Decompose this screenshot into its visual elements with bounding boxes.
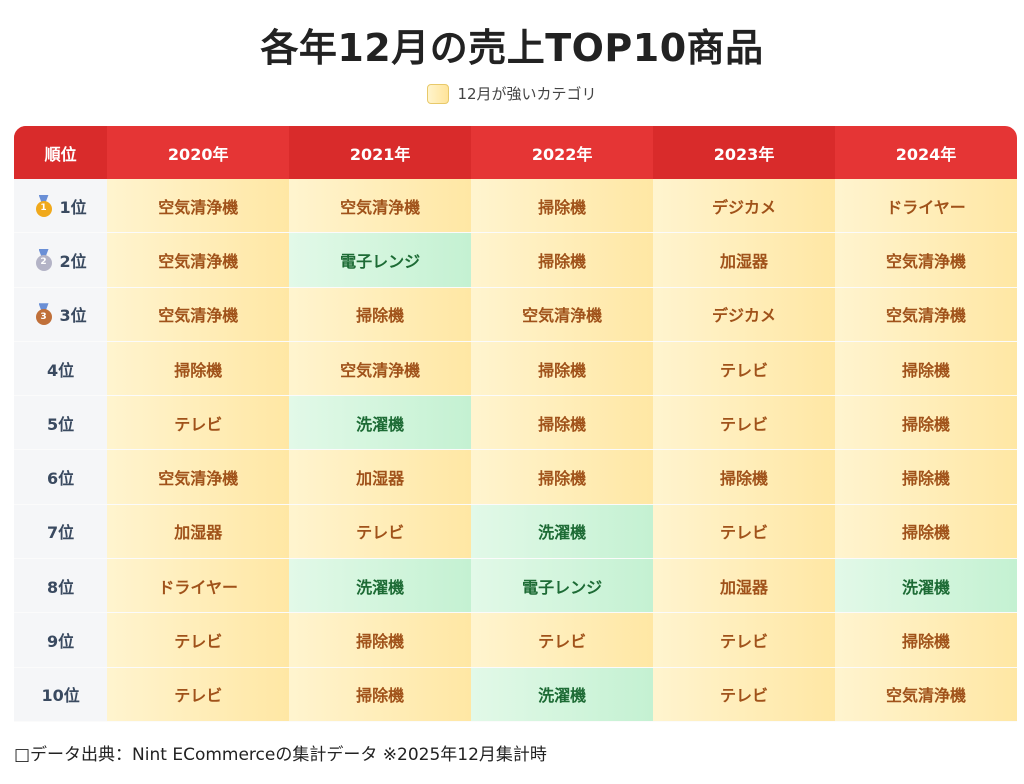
product-cell: 空気清浄機 [107,450,290,504]
table-row: 5位 テレビ 洗濯機 掃除機 テレビ 掃除機 [14,396,1017,451]
header-year: 2021年 [289,126,472,179]
product-cell: テレビ [107,396,290,450]
rank-cell: 7位 [14,504,108,559]
product-cell: 掃除機 [835,450,1017,504]
table-body: 1 1位 空気清浄機 空気清浄機 掃除機 デジカメ ドライヤー 2 2位 空気清浄機 電子レンジ 掃除… [14,179,1017,722]
gold-medal-icon: 1 [35,194,53,217]
header-year: 2024年 [895,144,957,164]
product-cell: 空気清浄機 [107,233,290,287]
rank-cell: 2 2位 [14,233,108,287]
rank-cell: 5位 [14,396,108,450]
rank-cell: 8位 [14,559,108,613]
product-cell: 掃除機 [835,504,1017,559]
header-year: 2022年 [531,144,593,164]
table-row: 1 1位 空気清浄機 空気清浄機 掃除機 デジカメ ドライヤー [14,179,1017,234]
rank-cell: 10位 [14,667,108,721]
product-cell: 掃除機 [471,450,654,504]
header-year: 2023年 [653,126,836,179]
product-cell: 加湿器 [289,450,472,504]
rank-label: 3位 [59,306,87,326]
page-title: 各年12月の売上TOP10商品 [260,26,764,70]
product-cell: 洗濯機 [289,559,472,613]
product-cell: 空気清浄機 [107,179,290,233]
table-row: 3 3位 空気清浄機 掃除機 空気清浄機 デジカメ 空気清浄機 [14,287,1017,342]
rank-label: 6位 [47,469,75,489]
rank-label: 7位 [47,523,75,543]
ranking-table: 順位 2020年 2021年 2022年 2023年 2024年 1 1位 空気清浄機 空気清浄… [14,126,1017,722]
rank-label: 1位 [59,197,87,217]
product-cell: 加湿器 [653,233,836,287]
rank-label: 8位 [47,577,75,597]
legend-swatch [427,83,450,104]
product-cell: 掃除機 [289,613,472,667]
product-cell: 洗濯機 [289,396,472,450]
product-cell: テレビ [653,341,836,396]
table-row: 6位 空気清浄機 加湿器 掃除機 掃除機 掃除機 [14,450,1017,505]
rank-label: 2位 [59,251,87,271]
product-cell: 空気清浄機 [835,287,1017,341]
table-row: 4位 掃除機 空気清浄機 掃除機 テレビ 掃除機 [14,341,1017,397]
rank-cell: 1 1位 [14,179,108,233]
product-cell: テレビ [107,667,290,721]
header-year: 2020年 [167,144,229,164]
product-cell: テレビ [107,613,290,667]
product-cell: テレビ [653,396,836,450]
table-header: 順位 2020年 2021年 2022年 2023年 2024年 [14,126,1017,179]
product-cell: テレビ [289,504,472,559]
product-cell: テレビ [653,667,836,721]
product-cell: デジカメ [653,179,836,233]
product-cell: 空気清浄機 [107,287,290,341]
product-cell: 加湿器 [107,504,290,559]
product-cell: テレビ [653,504,836,559]
legend-label: 12月が強いカテゴリ [457,85,597,103]
rank-label: 5位 [47,414,75,434]
product-cell: 掃除機 [471,396,654,450]
product-cell: 掃除機 [471,341,654,396]
product-cell: テレビ [471,613,654,667]
header-rank: 順位 [14,126,108,179]
table-row: 2 2位 空気清浄機 電子レンジ 掃除機 加湿器 空気清浄機 [14,233,1017,288]
product-cell: 掃除機 [835,341,1017,396]
product-cell: 空気清浄機 [471,287,654,341]
table-row: 8位 ドライヤー 洗濯機 電子レンジ 加湿器 洗濯機 [14,559,1017,614]
product-cell: 掃除機 [471,179,654,233]
product-cell: 掃除機 [653,450,836,504]
product-cell: 洗濯機 [835,559,1017,613]
table-row: 9位 テレビ 掃除機 テレビ テレビ 掃除機 [14,613,1017,668]
product-cell: 掃除機 [289,667,472,721]
rank-label: 10位 [41,686,80,706]
silver-medal-icon: 2 [35,248,53,271]
product-cell: 掃除機 [835,613,1017,667]
product-cell: 洗濯機 [471,667,654,721]
rank-label: 4位 [47,360,75,380]
rank-cell: 3 3位 [14,287,108,341]
table-row: 7位 加湿器 テレビ 洗濯機 テレビ 掃除機 [14,504,1017,560]
rank-cell: 6位 [14,450,108,504]
legend: 12月が強いカテゴリ [0,83,1024,104]
product-cell: 掃除機 [107,341,290,396]
product-cell: ドライヤー [107,559,290,613]
product-cell: 空気清浄機 [835,233,1017,287]
product-cell: 空気清浄機 [835,667,1017,721]
product-cell: 電子レンジ [289,233,472,287]
product-cell: 洗濯機 [471,504,654,559]
product-cell: 掃除機 [289,287,472,341]
product-cell: ドライヤー [835,179,1017,233]
product-cell: テレビ [653,613,836,667]
rank-cell: 4位 [14,341,108,396]
product-cell: 空気清浄機 [289,179,472,233]
product-cell: 空気清浄機 [289,341,472,396]
product-cell: 掃除機 [835,396,1017,450]
rank-cell: 9位 [14,613,108,667]
table-row: 10位 テレビ 掃除機 洗濯機 テレビ 空気清浄機 [14,667,1017,722]
product-cell: デジカメ [653,287,836,341]
product-cell: 加湿器 [653,559,836,613]
rank-label: 9位 [47,632,75,652]
bronze-medal-icon: 3 [35,303,53,326]
product-cell: 掃除機 [471,233,654,287]
product-cell: 電子レンジ [471,559,654,613]
footer-source: □データ出典：Nint ECommerceの集計データ ※2025年12月集計時 [14,745,547,765]
